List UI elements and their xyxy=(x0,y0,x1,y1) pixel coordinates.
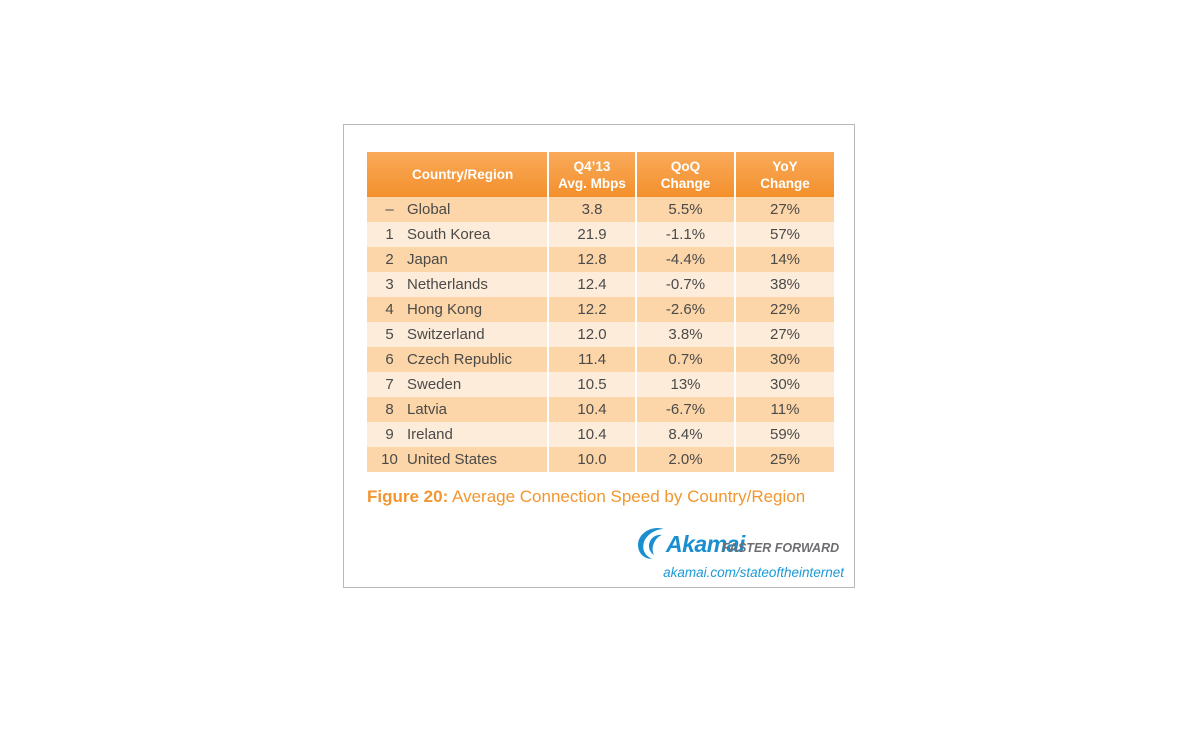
cell-qoq: -6.7% xyxy=(636,397,736,422)
cell-country-name: Netherlands xyxy=(407,276,488,293)
header-speed-line1: Q4’13 xyxy=(573,158,611,174)
cell-country: 4 Hong Kong xyxy=(367,297,549,322)
cell-speed: 10.4 xyxy=(548,422,637,447)
table-row: 5 Switzerland 12.0 3.8% 27% xyxy=(367,322,834,347)
cell-speed: 11.4 xyxy=(548,347,637,372)
cell-yoy: 30% xyxy=(735,372,834,397)
cell-speed: 12.8 xyxy=(548,247,637,272)
cell-rank: 7 xyxy=(385,376,394,393)
cell-rank: 4 xyxy=(385,301,394,318)
header-qoq-line1: QoQ xyxy=(670,158,701,174)
table-row: 10 United States 10.0 2.0% 25% xyxy=(367,447,834,472)
figure-label: Figure 20: xyxy=(367,487,449,506)
cell-rank: 5 xyxy=(385,326,394,343)
header-yoy: YoY Change xyxy=(735,152,834,197)
table-header-row: Country/Region Q4’13 Avg. Mbps QoQ Chang… xyxy=(367,152,834,197)
cell-rank: – xyxy=(385,201,394,218)
cell-qoq: 3.8% xyxy=(636,322,736,347)
cell-rank: 1 xyxy=(385,226,394,243)
cell-yoy: 14% xyxy=(735,247,834,272)
cell-qoq: 0.7% xyxy=(636,347,736,372)
table-row: – Global 3.8 5.5% 27% xyxy=(367,197,834,222)
cell-country: 7 Sweden xyxy=(367,372,549,397)
cell-country-name: Latvia xyxy=(407,401,448,418)
cell-qoq: 13% xyxy=(636,372,736,397)
akamai-swoosh-icon xyxy=(638,527,664,559)
cell-rank: 2 xyxy=(385,251,394,268)
akamai-logo: Akamai FASTER FORWARD xyxy=(634,523,844,563)
header-country: Country/Region xyxy=(367,152,549,197)
cell-yoy: 27% xyxy=(735,322,834,347)
site-url: akamai.com/stateoftheinternet xyxy=(663,565,844,580)
cell-speed: 3.8 xyxy=(548,197,637,222)
cell-country-name: Ireland xyxy=(407,426,453,443)
cell-country: 10 United States xyxy=(367,447,549,472)
cell-country: 1 South Korea xyxy=(367,222,549,247)
table-row: 9 Ireland 10.4 8.4% 59% xyxy=(367,422,834,447)
cell-yoy: 38% xyxy=(735,272,834,297)
cell-speed: 12.4 xyxy=(548,272,637,297)
cell-yoy: 57% xyxy=(735,222,834,247)
cell-country: 5 Switzerland xyxy=(367,322,549,347)
cell-country-name: Sweden xyxy=(407,376,462,393)
figure-card: Country/Region Q4’13 Avg. Mbps QoQ Chang… xyxy=(343,124,855,588)
cell-country: 9 Ireland xyxy=(367,422,549,447)
table-row: 7 Sweden 10.5 13% 30% xyxy=(367,372,834,397)
cell-rank: 9 xyxy=(385,426,394,443)
figure-title: Average Connection Speed by Country/Regi… xyxy=(452,487,806,506)
cell-yoy: 30% xyxy=(735,347,834,372)
akamai-tagline: FASTER FORWARD xyxy=(722,541,840,555)
cell-country: 8 Latvia xyxy=(367,397,549,422)
cell-speed: 10.5 xyxy=(548,372,637,397)
cell-yoy: 11% xyxy=(735,397,834,422)
header-speed: Q4’13 Avg. Mbps xyxy=(548,152,637,197)
header-qoq-line2: Change xyxy=(660,175,711,191)
cell-qoq: -4.4% xyxy=(636,247,736,272)
cell-qoq: -2.6% xyxy=(636,297,736,322)
cell-speed: 12.0 xyxy=(548,322,637,347)
cell-rank: 6 xyxy=(385,351,394,368)
cell-rank: 10 xyxy=(381,451,398,468)
cell-country: 3 Netherlands xyxy=(367,272,549,297)
table-row: 6 Czech Republic 11.4 0.7% 30% xyxy=(367,347,834,372)
cell-yoy: 59% xyxy=(735,422,834,447)
table-body: – Global 3.8 5.5% 27% 1 South Korea 21.9 -1.1% 57… xyxy=(367,197,834,472)
cell-country-name: Switzerland xyxy=(407,326,485,343)
table-row: 4 Hong Kong 12.2 -2.6% 22% xyxy=(367,297,834,322)
header-speed-line2: Avg. Mbps xyxy=(558,175,626,191)
cell-country: 6 Czech Republic xyxy=(367,347,549,372)
table-row: 2 Japan 12.8 -4.4% 14% xyxy=(367,247,834,272)
cell-qoq: 2.0% xyxy=(636,447,736,472)
cell-country-name: Global xyxy=(407,201,451,218)
cell-rank: 3 xyxy=(385,276,394,293)
cell-qoq: 5.5% xyxy=(636,197,736,222)
table-row: 3 Netherlands 12.4 -0.7% 38% xyxy=(367,272,834,297)
cell-yoy: 25% xyxy=(735,447,834,472)
table-row: 8 Latvia 10.4 -6.7% 11% xyxy=(367,397,834,422)
table-row: 1 South Korea 21.9 -1.1% 57% xyxy=(367,222,834,247)
cell-speed: 10.4 xyxy=(548,397,637,422)
cell-country-name: Japan xyxy=(407,251,448,268)
cell-speed: 12.2 xyxy=(548,297,637,322)
figure-caption: Figure 20: Average Connection Speed by C… xyxy=(367,487,805,507)
cell-country-name: Czech Republic xyxy=(407,351,513,368)
cell-country-name: South Korea xyxy=(407,226,491,243)
cell-qoq: -1.1% xyxy=(636,222,736,247)
cell-qoq: 8.4% xyxy=(636,422,736,447)
cell-yoy: 22% xyxy=(735,297,834,322)
akamai-wordmark: Akamai xyxy=(666,531,745,557)
cell-country: – Global xyxy=(367,197,549,222)
header-yoy-line2: Change xyxy=(760,175,810,191)
cell-country-name: Hong Kong xyxy=(407,301,483,318)
cell-yoy: 27% xyxy=(735,197,834,222)
cell-speed: 10.0 xyxy=(548,447,637,472)
header-qoq: QoQ Change xyxy=(636,152,736,197)
cell-country: 2 Japan xyxy=(367,247,549,272)
cell-rank: 8 xyxy=(385,401,394,418)
header-yoy-line1: YoY xyxy=(772,158,798,174)
cell-country-name: United States xyxy=(407,451,498,468)
cell-qoq: -0.7% xyxy=(636,272,736,297)
speed-table: Country/Region Q4’13 Avg. Mbps QoQ Chang… xyxy=(367,152,834,472)
cell-speed: 21.9 xyxy=(548,222,637,247)
